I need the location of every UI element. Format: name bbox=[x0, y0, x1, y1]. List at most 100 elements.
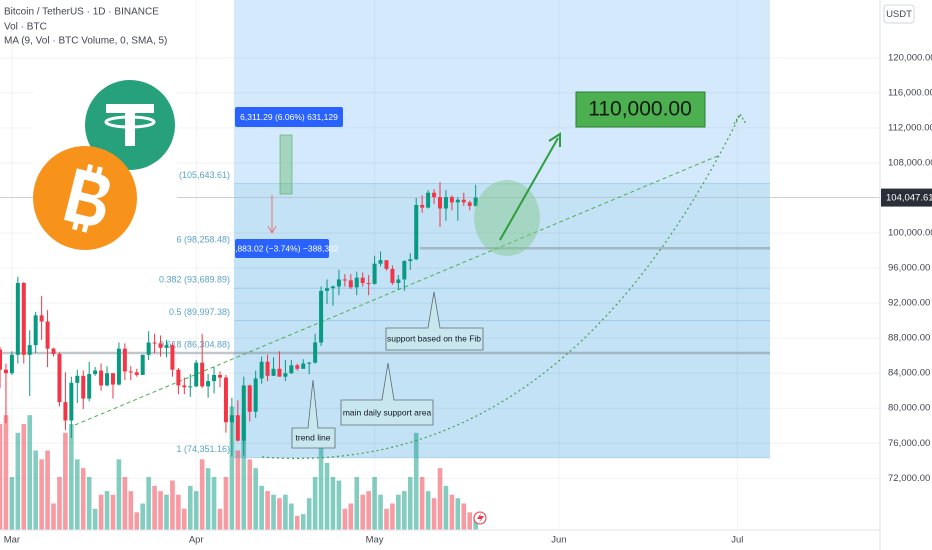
volume-bar bbox=[235, 450, 241, 530]
volume-bar bbox=[437, 468, 443, 530]
volume-bar bbox=[271, 494, 276, 530]
candle-body bbox=[461, 199, 466, 203]
y-tick-label: 88,000.00 bbox=[888, 333, 930, 344]
unit-box[interactable] bbox=[883, 4, 915, 24]
volume-bar bbox=[63, 432, 68, 530]
bitcoin-glyph bbox=[64, 168, 110, 226]
x-tick-label: Apr bbox=[189, 535, 204, 546]
x-tick-label: Jul bbox=[731, 535, 743, 546]
price-unit: USDT bbox=[886, 9, 912, 20]
candle-body bbox=[140, 354, 145, 375]
fib-label: 0.5 (89,997.38) bbox=[169, 307, 230, 317]
candle-body bbox=[69, 382, 74, 421]
candle-body bbox=[87, 374, 92, 399]
volume-bar bbox=[473, 515, 478, 530]
candle-body bbox=[15, 282, 20, 355]
volume-bar bbox=[33, 450, 38, 530]
y-tick-label: 92,000.00 bbox=[888, 298, 930, 309]
candle-body bbox=[438, 197, 442, 209]
volume-bar bbox=[277, 498, 282, 530]
volume-bar bbox=[86, 477, 92, 530]
volume-bar bbox=[330, 477, 336, 530]
fib-label: 1 (74,351.16) bbox=[176, 444, 230, 454]
candle-body bbox=[241, 385, 246, 441]
candle-body bbox=[45, 321, 50, 349]
candle-body bbox=[110, 373, 115, 385]
candle-body bbox=[265, 361, 270, 376]
candle-body bbox=[116, 348, 121, 385]
volume-bar bbox=[146, 477, 151, 530]
volume-bar bbox=[39, 459, 44, 530]
candle-body bbox=[134, 372, 139, 375]
volume-bar bbox=[265, 491, 270, 530]
y-tick-label: 108,000.00 bbox=[888, 157, 932, 168]
candle-body bbox=[146, 342, 151, 355]
volume-bar bbox=[176, 494, 181, 530]
volume-bar bbox=[128, 491, 134, 530]
volume-bar bbox=[407, 477, 413, 530]
candle-body bbox=[200, 362, 205, 387]
candle-body bbox=[33, 315, 38, 346]
target-arrowhead bbox=[548, 132, 561, 147]
volume-bar bbox=[312, 477, 318, 530]
volume-bar bbox=[283, 494, 288, 530]
volume-bar bbox=[193, 491, 199, 530]
candle-body bbox=[93, 370, 98, 375]
candle-body bbox=[63, 402, 68, 421]
volume-bar bbox=[455, 498, 461, 530]
volume-bar bbox=[247, 459, 253, 530]
x-tick-label: May bbox=[366, 535, 384, 546]
measure-up-range bbox=[279, 134, 293, 195]
volume-bar bbox=[348, 503, 354, 530]
candle-body bbox=[206, 381, 211, 387]
y-tick-label: 72,000.00 bbox=[888, 473, 930, 484]
volume-bar bbox=[15, 432, 21, 530]
candle-body bbox=[152, 342, 157, 344]
candle-body bbox=[27, 345, 32, 355]
volume-bar bbox=[158, 491, 163, 530]
candle-body bbox=[229, 415, 234, 423]
volume-bar bbox=[0, 424, 3, 530]
callout-fib bbox=[385, 291, 484, 351]
volume-bar bbox=[229, 406, 235, 530]
ma-label: MA (9, Vol · BTC Volume, 0, SMA, 5) bbox=[4, 36, 167, 47]
volume-bar bbox=[27, 415, 33, 530]
volume-bar bbox=[182, 508, 187, 530]
candle-body bbox=[372, 263, 377, 284]
volume-bar bbox=[253, 468, 258, 530]
candle-body bbox=[188, 386, 193, 388]
candle-body bbox=[289, 365, 294, 374]
callout-support bbox=[340, 362, 434, 426]
volume-bar bbox=[378, 494, 383, 530]
candle-body bbox=[336, 279, 341, 287]
volume-label: Vol · BTC bbox=[4, 22, 47, 33]
candle-body bbox=[81, 375, 86, 399]
candle-body bbox=[170, 345, 175, 370]
volume-bar bbox=[51, 503, 56, 530]
volume-bar bbox=[449, 494, 455, 530]
volume-bar bbox=[354, 477, 360, 530]
fib-label: 0 (105,643.61) bbox=[171, 170, 230, 180]
fib-levels: 0 (105,643.61) 0.236 (98,258.48) 0.382 (93… bbox=[0, 170, 770, 459]
bitcoin-tick bbox=[81, 222, 89, 233]
y-tick-label: 84,000.00 bbox=[888, 368, 930, 379]
candle-body bbox=[223, 377, 228, 423]
y-tick-label: 80,000.00 bbox=[888, 403, 930, 414]
target-box bbox=[575, 91, 706, 128]
candle-body bbox=[75, 375, 80, 383]
volume-bar bbox=[384, 508, 389, 530]
candle-body bbox=[301, 363, 306, 369]
volume-bar bbox=[9, 477, 15, 530]
candle-body bbox=[432, 192, 437, 198]
projection-arc bbox=[261, 114, 741, 459]
candle-body bbox=[99, 370, 104, 386]
volume-bar bbox=[306, 498, 312, 530]
candle-body bbox=[426, 192, 431, 208]
candle-body bbox=[414, 204, 419, 260]
volume-bar bbox=[425, 491, 431, 530]
volume-bars bbox=[0, 406, 478, 530]
y-tick-label: 76,000.00 bbox=[888, 438, 930, 449]
candles bbox=[0, 182, 478, 457]
candle-body bbox=[443, 197, 448, 209]
volume-bar bbox=[69, 424, 74, 530]
